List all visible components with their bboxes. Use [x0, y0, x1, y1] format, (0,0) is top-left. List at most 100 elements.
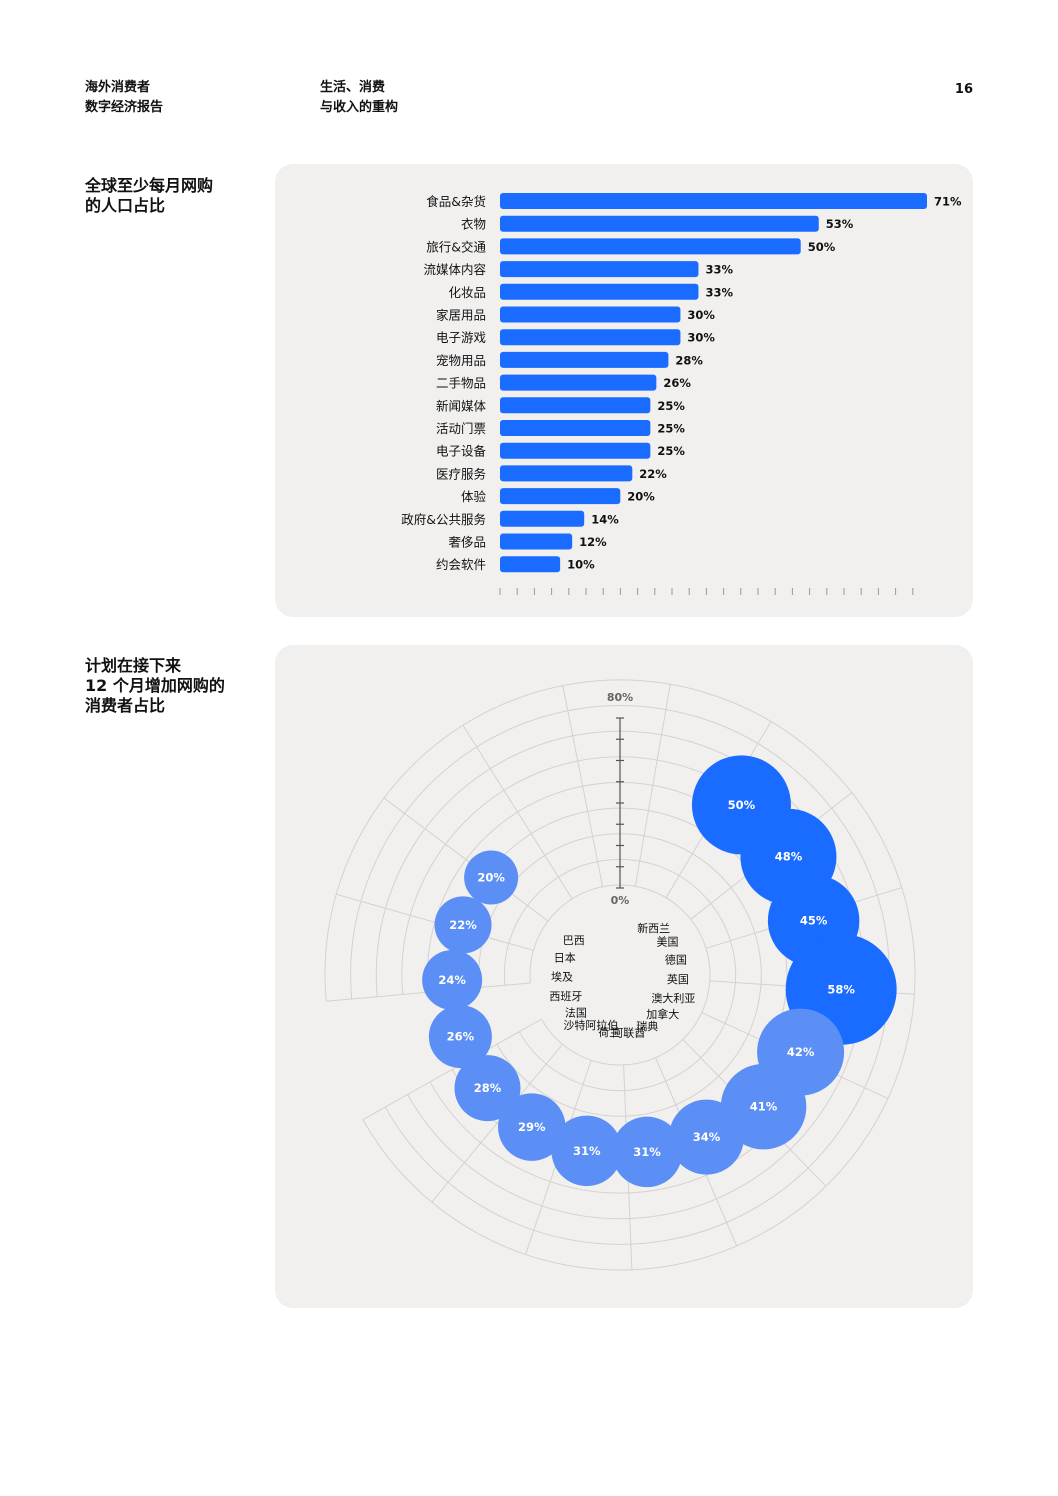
bubble-15 — [464, 850, 519, 905]
bar-chart: 食品&杂货 71% 衣物 53% 旅行&交通 50% 流媒体内容 33% 化妆品 33% 家居用品 3… — [401, 193, 962, 595]
bar-category-label: 政府&公共服务 — [401, 512, 486, 527]
bar-category-label: 旅行&交通 — [426, 239, 486, 254]
bar-category-label: 约会软件 — [436, 557, 486, 572]
bar-1 — [500, 193, 927, 209]
country-label: 阿联酋 — [612, 1025, 645, 1039]
bar-category-label: 宠物用品 — [436, 353, 486, 368]
bar-value-label: 33% — [705, 285, 733, 299]
country-label: 法国 — [565, 1006, 587, 1020]
bar-value-label: 22% — [639, 467, 667, 481]
radial-grid-spoke — [462, 724, 573, 900]
radial-bubble-chart: 80% 0% 50% 新西兰 48% 美国 45% 德国 58% 英国 42% 澳大利亚 41% 加拿大 3… — [324, 679, 916, 1271]
chapter-title-line2: 与收入的重构 — [320, 100, 399, 115]
country-label: 西班牙 — [549, 990, 582, 1003]
country-label: 日本 — [554, 950, 576, 964]
bar-chart-title: 全球至少每月网购 的人口占比 — [85, 176, 213, 216]
radial-chart-title-line2: 12 个月增加网购的 — [85, 676, 225, 695]
bar-category-label: 奢侈品 — [448, 535, 486, 550]
bar-13 — [500, 465, 633, 482]
bar-value-label: 25% — [657, 422, 685, 436]
country-label: 荷兰 — [598, 1026, 620, 1039]
bubble-value-label: 29% — [518, 1120, 546, 1134]
bar-3 — [500, 238, 801, 255]
bar-value-label: 25% — [657, 444, 685, 458]
report-title-line1: 海外消费者 — [85, 80, 151, 95]
bubble-value-label: 34% — [693, 1130, 721, 1144]
bubble-14 — [434, 896, 492, 954]
bar-value-label: 30% — [687, 331, 715, 345]
country-label: 德国 — [665, 952, 687, 966]
bar-chart-panel: 食品&杂货 71% 衣物 53% 旅行&交通 50% 流媒体内容 33% 化妆品 33% 家居用品 3… — [275, 164, 973, 617]
bar-category-label: 电子设备 — [436, 444, 487, 459]
bar-9 — [500, 374, 657, 391]
bar-value-label: 33% — [705, 263, 733, 277]
radial-grid-spoke — [431, 1043, 563, 1203]
bar-12 — [500, 442, 651, 459]
bar-16 — [500, 533, 573, 550]
bar-value-label: 12% — [579, 535, 607, 549]
bubble-value-label: 31% — [633, 1145, 661, 1159]
bar-value-label: 14% — [591, 512, 619, 526]
bar-5 — [500, 283, 699, 300]
bar-value-label: 53% — [826, 217, 854, 231]
bar-category-label: 食品&杂货 — [426, 194, 486, 209]
bubble-7 — [668, 1099, 744, 1175]
bar-15 — [500, 510, 585, 527]
bar-6 — [500, 306, 681, 323]
bar-value-label: 50% — [808, 240, 836, 254]
bubble-10 — [498, 1093, 566, 1161]
bar-11 — [500, 420, 651, 436]
page-number: 16 — [954, 82, 973, 97]
bar-4 — [500, 261, 699, 278]
chapter-title: 生活、消费 与收入的重构 — [320, 78, 398, 118]
country-label: 埃及 — [551, 970, 573, 984]
country-label: 英国 — [667, 972, 689, 986]
bar-category-label: 医疗服务 — [436, 466, 486, 481]
radial-grid-spoke — [634, 684, 671, 887]
bubble-value-label: 45% — [800, 914, 828, 928]
report-title: 海外消费者 数字经济报告 — [85, 78, 163, 118]
bar-category-label: 二手物品 — [436, 376, 486, 391]
country-label: 巴西 — [563, 934, 585, 947]
radial-grid-spoke — [562, 685, 604, 887]
bar-value-label: 26% — [663, 376, 691, 390]
bubble-value-label: 22% — [449, 918, 477, 932]
bar-17 — [500, 556, 561, 573]
bar-10 — [500, 397, 651, 414]
bar-7 — [500, 329, 681, 346]
country-label: 瑞典 — [636, 1019, 658, 1033]
bar-chart-title-line2: 的人口占比 — [85, 196, 166, 215]
radial-grid-spoke — [362, 1018, 542, 1121]
radial-chart-title-line3: 消费者占比 — [85, 696, 166, 715]
radial-chart-title-line1: 计划在接下来 — [85, 656, 182, 675]
bar-value-label: 10% — [567, 558, 595, 572]
bubble-value-label: 58% — [827, 982, 855, 996]
scale-axis-min-label: 0% — [611, 894, 630, 907]
country-label: 新西兰 — [637, 921, 670, 935]
radial-grid-spoke — [383, 797, 549, 922]
bubble-value-label: 26% — [447, 1030, 475, 1044]
bar-value-label: 25% — [657, 399, 685, 413]
bubble-value-label: 48% — [775, 850, 803, 864]
bubble-8 — [611, 1116, 683, 1188]
bar-category-label: 体验 — [461, 489, 487, 504]
bubble-value-label: 41% — [750, 1100, 778, 1114]
bubble-13 — [422, 949, 483, 1010]
bar-value-label: 71% — [934, 195, 962, 209]
report-title-line2: 数字经济报告 — [85, 100, 164, 115]
bar-14 — [500, 488, 621, 505]
bubble-value-label: 28% — [474, 1081, 502, 1095]
bubble-12 — [428, 1005, 492, 1069]
bar-2 — [500, 215, 819, 232]
scale-axis-max-label: 80% — [607, 691, 633, 704]
bubble-value-label: 20% — [477, 871, 505, 885]
bar-value-label: 30% — [687, 308, 715, 322]
bubble-9 — [551, 1115, 622, 1187]
bar-category-label: 活动门票 — [436, 421, 486, 436]
radial-chart-title: 计划在接下来 12 个月增加网购的 消费者占比 — [85, 656, 225, 716]
bar-category-label: 化妆品 — [448, 285, 486, 300]
bubble-value-label: 42% — [787, 1045, 815, 1059]
bar-category-label: 新闻媒体 — [436, 398, 487, 413]
bar-value-label: 20% — [627, 490, 655, 504]
bar-8 — [500, 351, 669, 368]
